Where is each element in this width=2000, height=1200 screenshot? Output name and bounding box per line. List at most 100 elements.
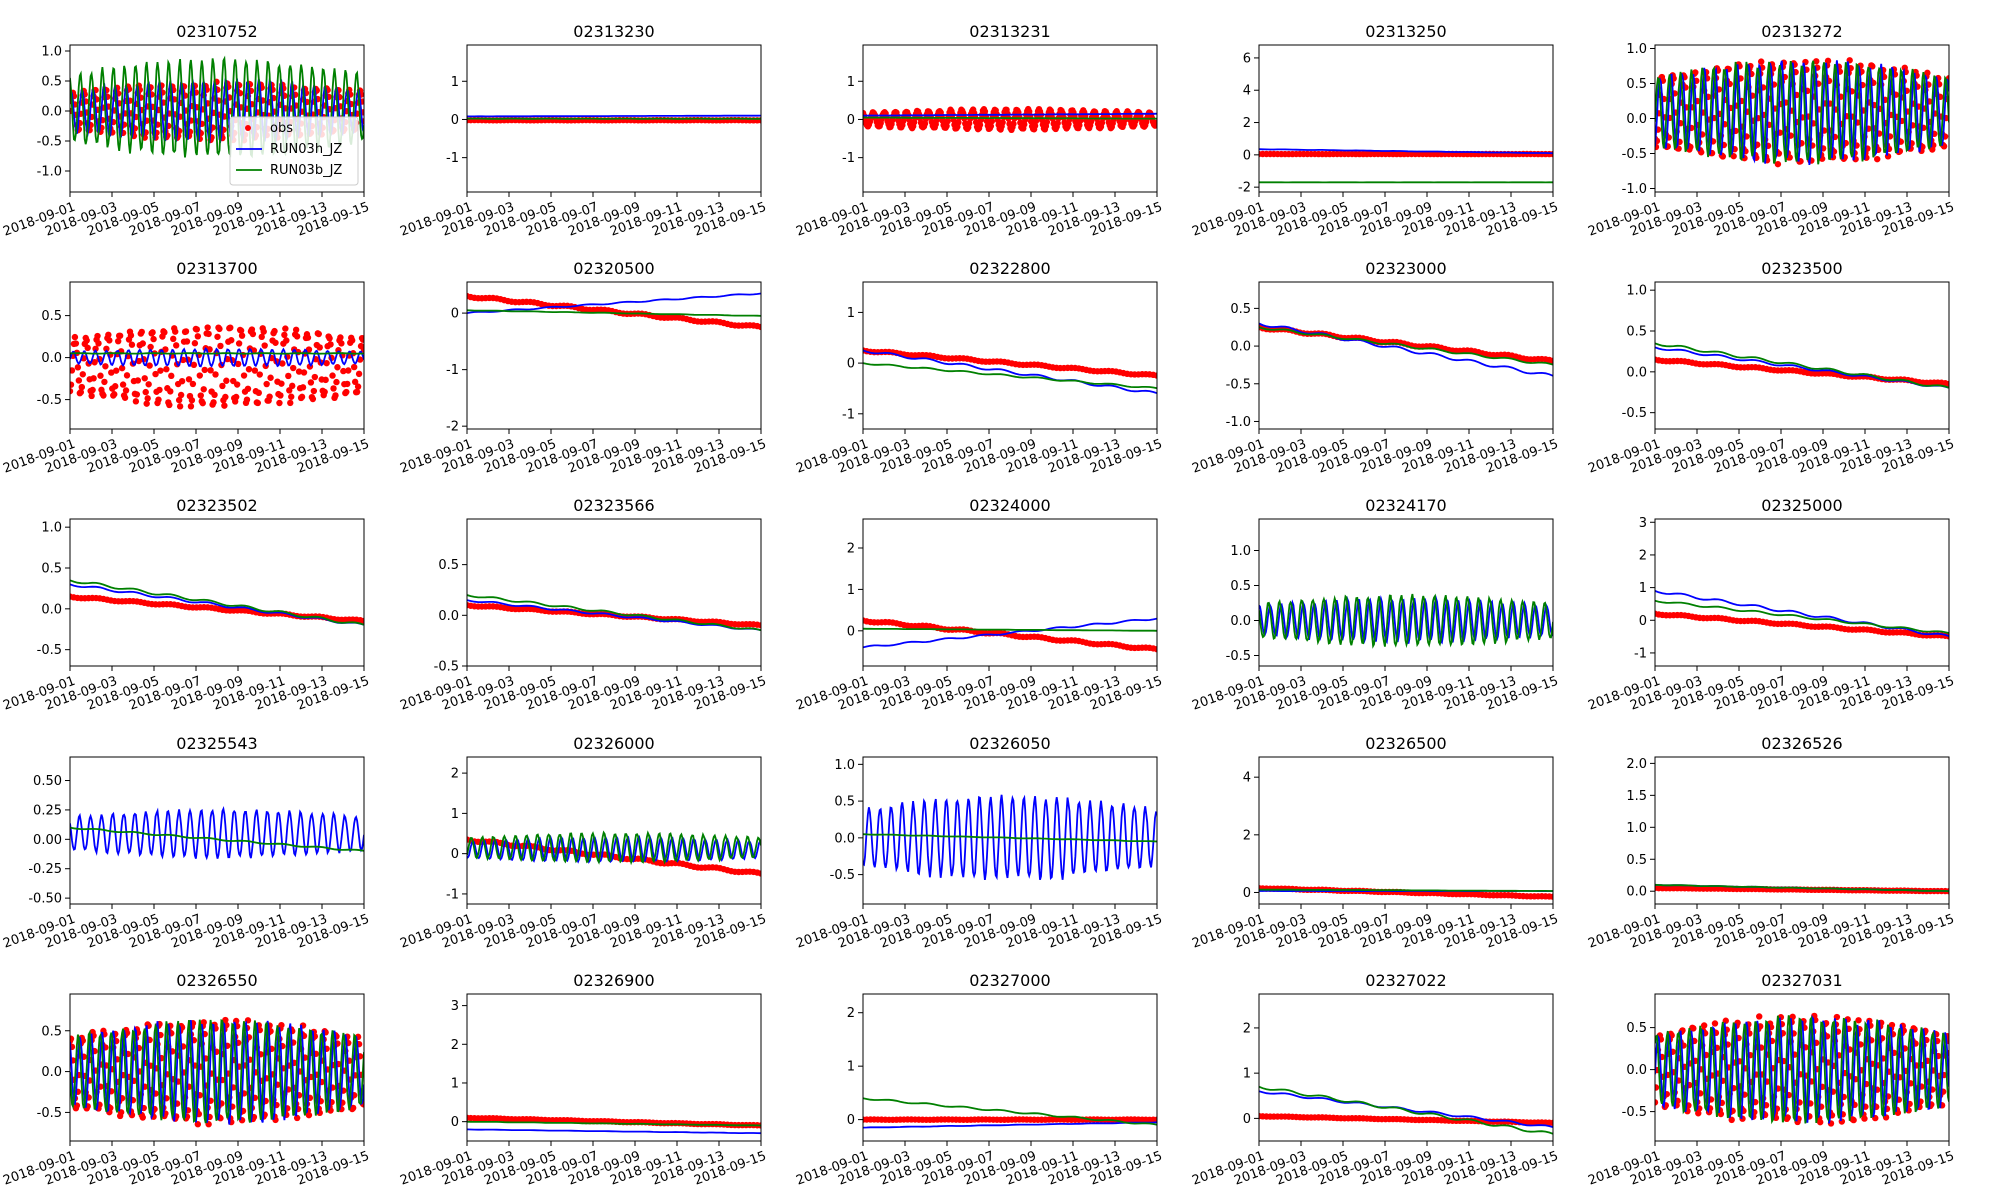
series-line-RUN03b_JZ [1259, 1085, 1553, 1135]
obs-point [238, 332, 246, 339]
obs-point [88, 392, 95, 400]
y-tick-label: 0.0 [41, 351, 62, 366]
subplot-title: 02327000 [969, 971, 1050, 990]
y-tick-label: 0.0 [438, 609, 459, 624]
y-tick-label: 0 [847, 624, 855, 639]
obs-point [118, 364, 126, 372]
obs-point [204, 324, 211, 331]
axes-frame [69, 993, 365, 1142]
obs-point [146, 362, 153, 369]
y-tick-label: -1 [842, 407, 855, 422]
obs-point [1869, 63, 1876, 70]
series-line-RUN03b_JZ [467, 594, 761, 632]
y-tick-label: 2 [1243, 1021, 1251, 1036]
series-line-RUN03h_JZ [467, 114, 761, 118]
axes-frame [862, 44, 1158, 193]
subplot-title: 02325000 [1761, 496, 1842, 515]
obs-point [70, 367, 76, 374]
obs-point [1945, 380, 1949, 388]
obs-point [157, 367, 164, 374]
obs-point [976, 121, 984, 129]
series-line-RUN03b_JZ [1655, 342, 1949, 389]
obs-point [1032, 117, 1040, 125]
axes-frame [69, 756, 365, 905]
series-line-RUN03h_JZ [467, 292, 761, 314]
obs-point [1031, 122, 1039, 129]
obs-point [178, 377, 186, 385]
y-tick-label: 0 [1639, 614, 1647, 629]
y-tick-label: 0 [451, 847, 459, 862]
y-tick-label: 0.0 [1626, 885, 1647, 900]
subplot-title: 02323502 [176, 496, 257, 515]
y-tick-label: 0.0 [834, 831, 855, 846]
obs-point [293, 333, 301, 340]
obs-point [1021, 121, 1028, 128]
subplot-title: 02313231 [969, 22, 1050, 41]
obs-point [338, 340, 345, 347]
obs-point [255, 389, 262, 397]
axes-frame [466, 281, 762, 430]
series-group [863, 617, 1157, 653]
obs-point [290, 364, 297, 372]
obs-point [1924, 69, 1931, 77]
obs-point [95, 340, 102, 347]
obs-point [121, 394, 129, 401]
obs-point [155, 396, 162, 403]
obs-point [344, 380, 351, 388]
obs-point [222, 393, 229, 401]
obs-point [305, 346, 313, 353]
obs-point [237, 327, 245, 334]
series-line-RUN03h_JZ [467, 1128, 761, 1135]
axes-frame [1258, 518, 1554, 667]
series-group [70, 1016, 364, 1128]
subplot-title: 02313250 [1365, 22, 1446, 41]
obs-point [139, 340, 146, 347]
obs-point [207, 367, 214, 374]
obs-point [1784, 1114, 1791, 1121]
subplot-02327000: 023270000122018-09-012018-09-032018-09-0… [794, 971, 1164, 1189]
obs-point [1655, 1099, 1659, 1106]
obs-point [353, 388, 361, 396]
series-line-RUN03b_JZ [1259, 888, 1553, 892]
series-group [467, 830, 761, 877]
subplot-title: 02326526 [1761, 734, 1842, 753]
y-tick-label: 0.5 [438, 558, 459, 573]
y-tick-label: 0.25 [33, 803, 62, 818]
y-tick-label: -1.0 [1226, 415, 1251, 430]
obs-point [944, 118, 951, 125]
obs-point [234, 360, 242, 368]
y-tick-label: -2 [446, 420, 459, 435]
axes-frame [69, 518, 365, 667]
y-tick-label: 2 [1243, 828, 1251, 843]
subplot-02324170: 02324170-0.50.00.51.02018-09-012018-09-0… [1190, 496, 1560, 714]
obs-point [143, 400, 150, 407]
legend-marker [245, 125, 251, 131]
series-group [1259, 593, 1553, 649]
legend-label: RUN03h_JZ [270, 142, 342, 157]
obs-point [199, 399, 206, 407]
obs-point [205, 330, 212, 338]
y-tick-label: 1 [1243, 1067, 1251, 1082]
obs-point [92, 345, 99, 352]
obs-point [329, 372, 336, 379]
obs-point [278, 1021, 285, 1029]
obs-point [332, 392, 339, 399]
y-tick-label: 0.0 [41, 105, 62, 120]
subplot-title: 02313230 [573, 22, 654, 41]
obs-point [162, 346, 169, 353]
y-tick-label: 3 [451, 999, 459, 1014]
y-tick-label: 0.5 [834, 795, 855, 810]
obs-point [116, 332, 124, 339]
obs-point [326, 335, 333, 342]
obs-point [1549, 357, 1553, 365]
obs-point [360, 617, 364, 625]
y-tick-label: 1 [847, 583, 855, 598]
obs-point [91, 359, 98, 366]
obs-point [212, 371, 219, 378]
subplot-02320500: 02320500-2-102018-09-012018-09-032018-09… [398, 259, 768, 477]
series-line-RUN03b_JZ [467, 309, 761, 317]
obs-point [340, 367, 347, 375]
obs-point [194, 333, 202, 340]
axes-frame [1258, 44, 1554, 193]
obs-point [1695, 1110, 1702, 1117]
